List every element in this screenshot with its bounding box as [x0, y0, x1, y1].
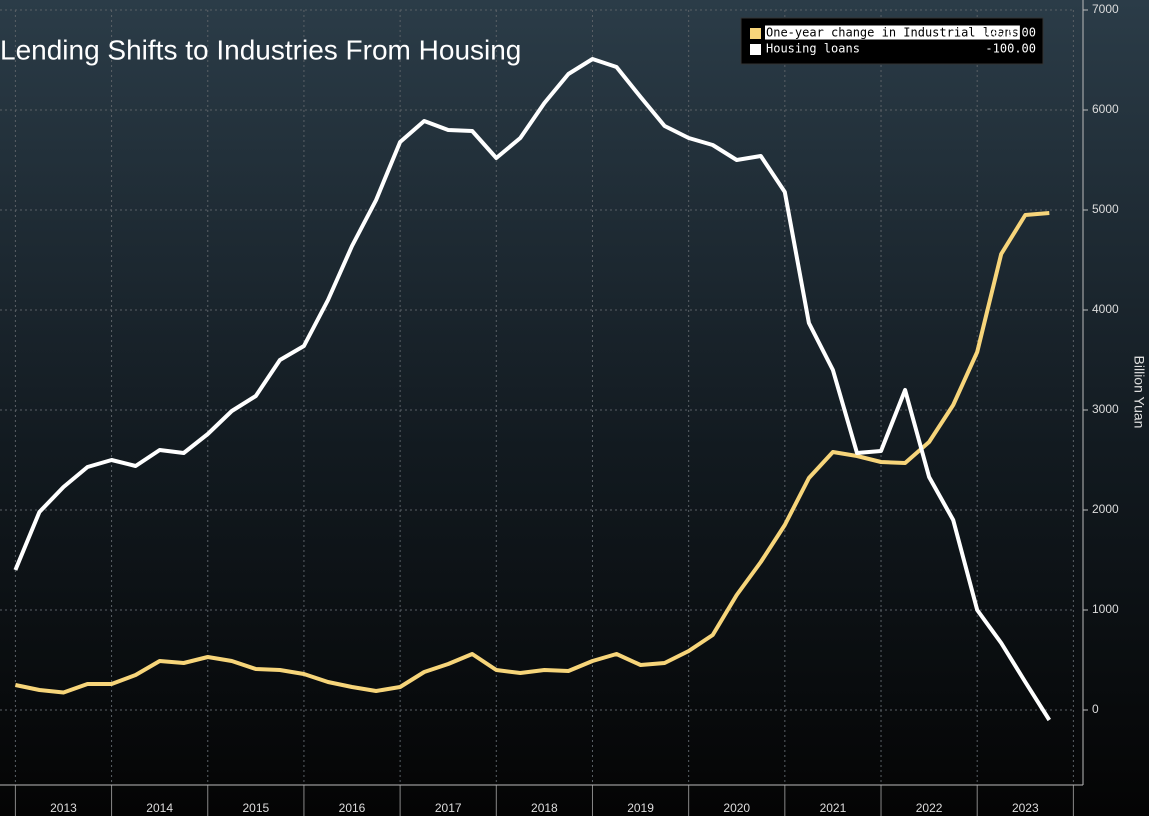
line-series	[13, 57, 1051, 722]
y-tick-label: 1000	[1092, 602, 1119, 616]
y-tick-label: 5000	[1092, 202, 1119, 216]
x-tick-label: 2021	[820, 801, 847, 815]
y-tick-label: 0	[1092, 702, 1099, 716]
legend-value: -100.00	[985, 42, 1036, 56]
x-tick-label: 2022	[916, 801, 943, 815]
y-tick-label: 3000	[1092, 402, 1119, 416]
lines	[13, 57, 1051, 722]
y-axis-label: Billion Yuan	[1131, 356, 1147, 429]
legend-value: 4970.00	[985, 26, 1036, 40]
legend-highlight	[765, 25, 1020, 40]
legend-label: One-year change in Industrial loans	[766, 26, 1019, 40]
y-tick-label: 6000	[1092, 102, 1119, 116]
legend-label: Housing loans	[766, 42, 860, 56]
x-tick-label: 2018	[531, 801, 558, 815]
x-tick-label: 2020	[723, 801, 750, 815]
x-tick-label: 2016	[339, 801, 366, 815]
x-tick-label: 2013	[50, 801, 77, 815]
x-tick-label: 2017	[435, 801, 462, 815]
x-tick-label: 2023	[1012, 801, 1039, 815]
grid: 0 1000 2000 3000 4000 5000 6000 7000 2013 2014 201…	[0, 0, 1119, 816]
y-tick-label: 4000	[1092, 302, 1119, 316]
x-tick-label: 2014	[146, 801, 173, 815]
legend-swatch	[750, 44, 761, 55]
legend: One-year change in Industrial loans4970.…	[740, 17, 1044, 65]
x-tick-label: 2015	[242, 801, 269, 815]
x-tick-label: 2019	[627, 801, 654, 815]
y-tick-label: 2000	[1092, 502, 1119, 516]
chart-title: Lending Shifts to Industries From Housin…	[0, 34, 521, 65]
legend-swatch	[750, 28, 761, 39]
line-series	[14, 211, 1050, 695]
y-tick-label: 7000	[1092, 2, 1119, 16]
